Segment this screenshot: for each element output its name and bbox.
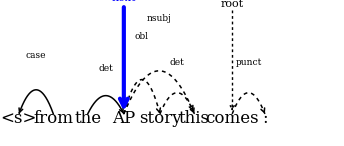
Text: <s>: <s> bbox=[1, 110, 37, 127]
Text: :: : bbox=[262, 110, 268, 127]
Text: from: from bbox=[33, 110, 73, 127]
Text: case: case bbox=[26, 51, 46, 60]
Text: comes: comes bbox=[205, 110, 259, 127]
Text: nsubj: nsubj bbox=[147, 14, 172, 23]
Text: the: the bbox=[74, 110, 101, 127]
Text: story: story bbox=[139, 110, 181, 127]
Text: punct: punct bbox=[235, 58, 262, 67]
Text: next: next bbox=[111, 0, 136, 3]
Text: det: det bbox=[170, 58, 185, 67]
Text: this: this bbox=[179, 110, 210, 127]
Text: AP: AP bbox=[112, 110, 136, 127]
Text: obl: obl bbox=[135, 32, 149, 41]
Text: det: det bbox=[98, 64, 113, 73]
Text: root: root bbox=[221, 0, 244, 9]
